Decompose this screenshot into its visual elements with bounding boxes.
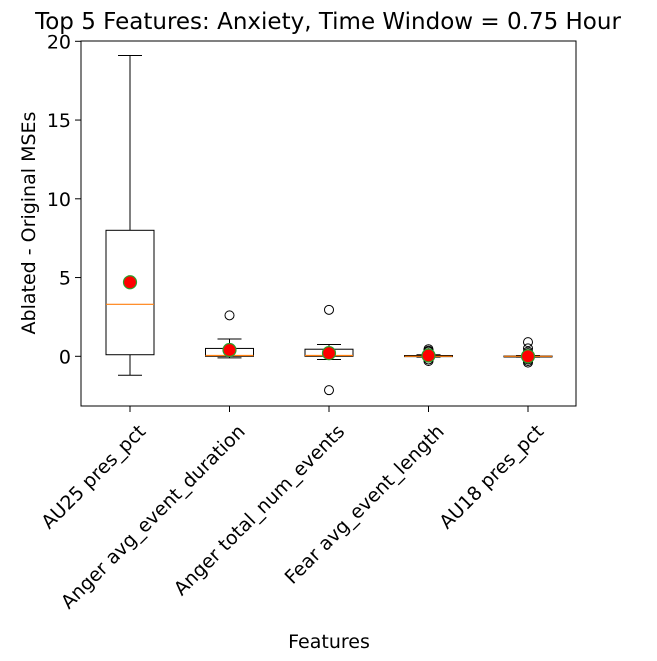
- y-tick-label-0: 0: [59, 346, 71, 368]
- x-tick-label-1: AU25 pres_pct: [37, 421, 150, 534]
- box-4: [404, 344, 453, 367]
- box-3: [304, 304, 354, 396]
- y-tick-label-5: 5: [59, 268, 71, 290]
- mean-marker-3: [321, 346, 337, 361]
- y-axis-label: Ablated - Original MSEs: [18, 112, 40, 335]
- y-tick-label-10: 10: [47, 189, 71, 211]
- mean-marker-4: [421, 348, 436, 363]
- x-tick-label-3: Anger total_num_events: [170, 421, 349, 600]
- outlier-3-2: [324, 385, 334, 396]
- y-tick-label-20: 20: [47, 31, 71, 53]
- chart-title: Top 5 Features: Anxiety, Time Window = 0…: [34, 9, 621, 35]
- x-tick-label-2: Anger avg_event_duration: [57, 421, 250, 614]
- y-axis: 0 5 10 15 20: [47, 31, 81, 368]
- x-tick-label-4: Fear avg_event_length: [281, 421, 449, 589]
- outlier-2-1: [224, 310, 235, 321]
- mean-marker-5: [520, 349, 536, 364]
- box-5: [503, 337, 553, 368]
- iqr-box-1: [105, 229, 155, 356]
- mean-marker-1: [122, 275, 138, 290]
- x-axis-label: Features: [288, 631, 370, 653]
- boxes-group: [105, 54, 553, 396]
- box-2: [205, 310, 254, 359]
- mean-marker-2: [222, 342, 237, 358]
- x-tick-label-5: AU18 pres_pct: [435, 421, 548, 534]
- outlier-3-1: [324, 304, 334, 315]
- box-1: [105, 54, 155, 376]
- y-tick-label-15: 15: [47, 110, 71, 132]
